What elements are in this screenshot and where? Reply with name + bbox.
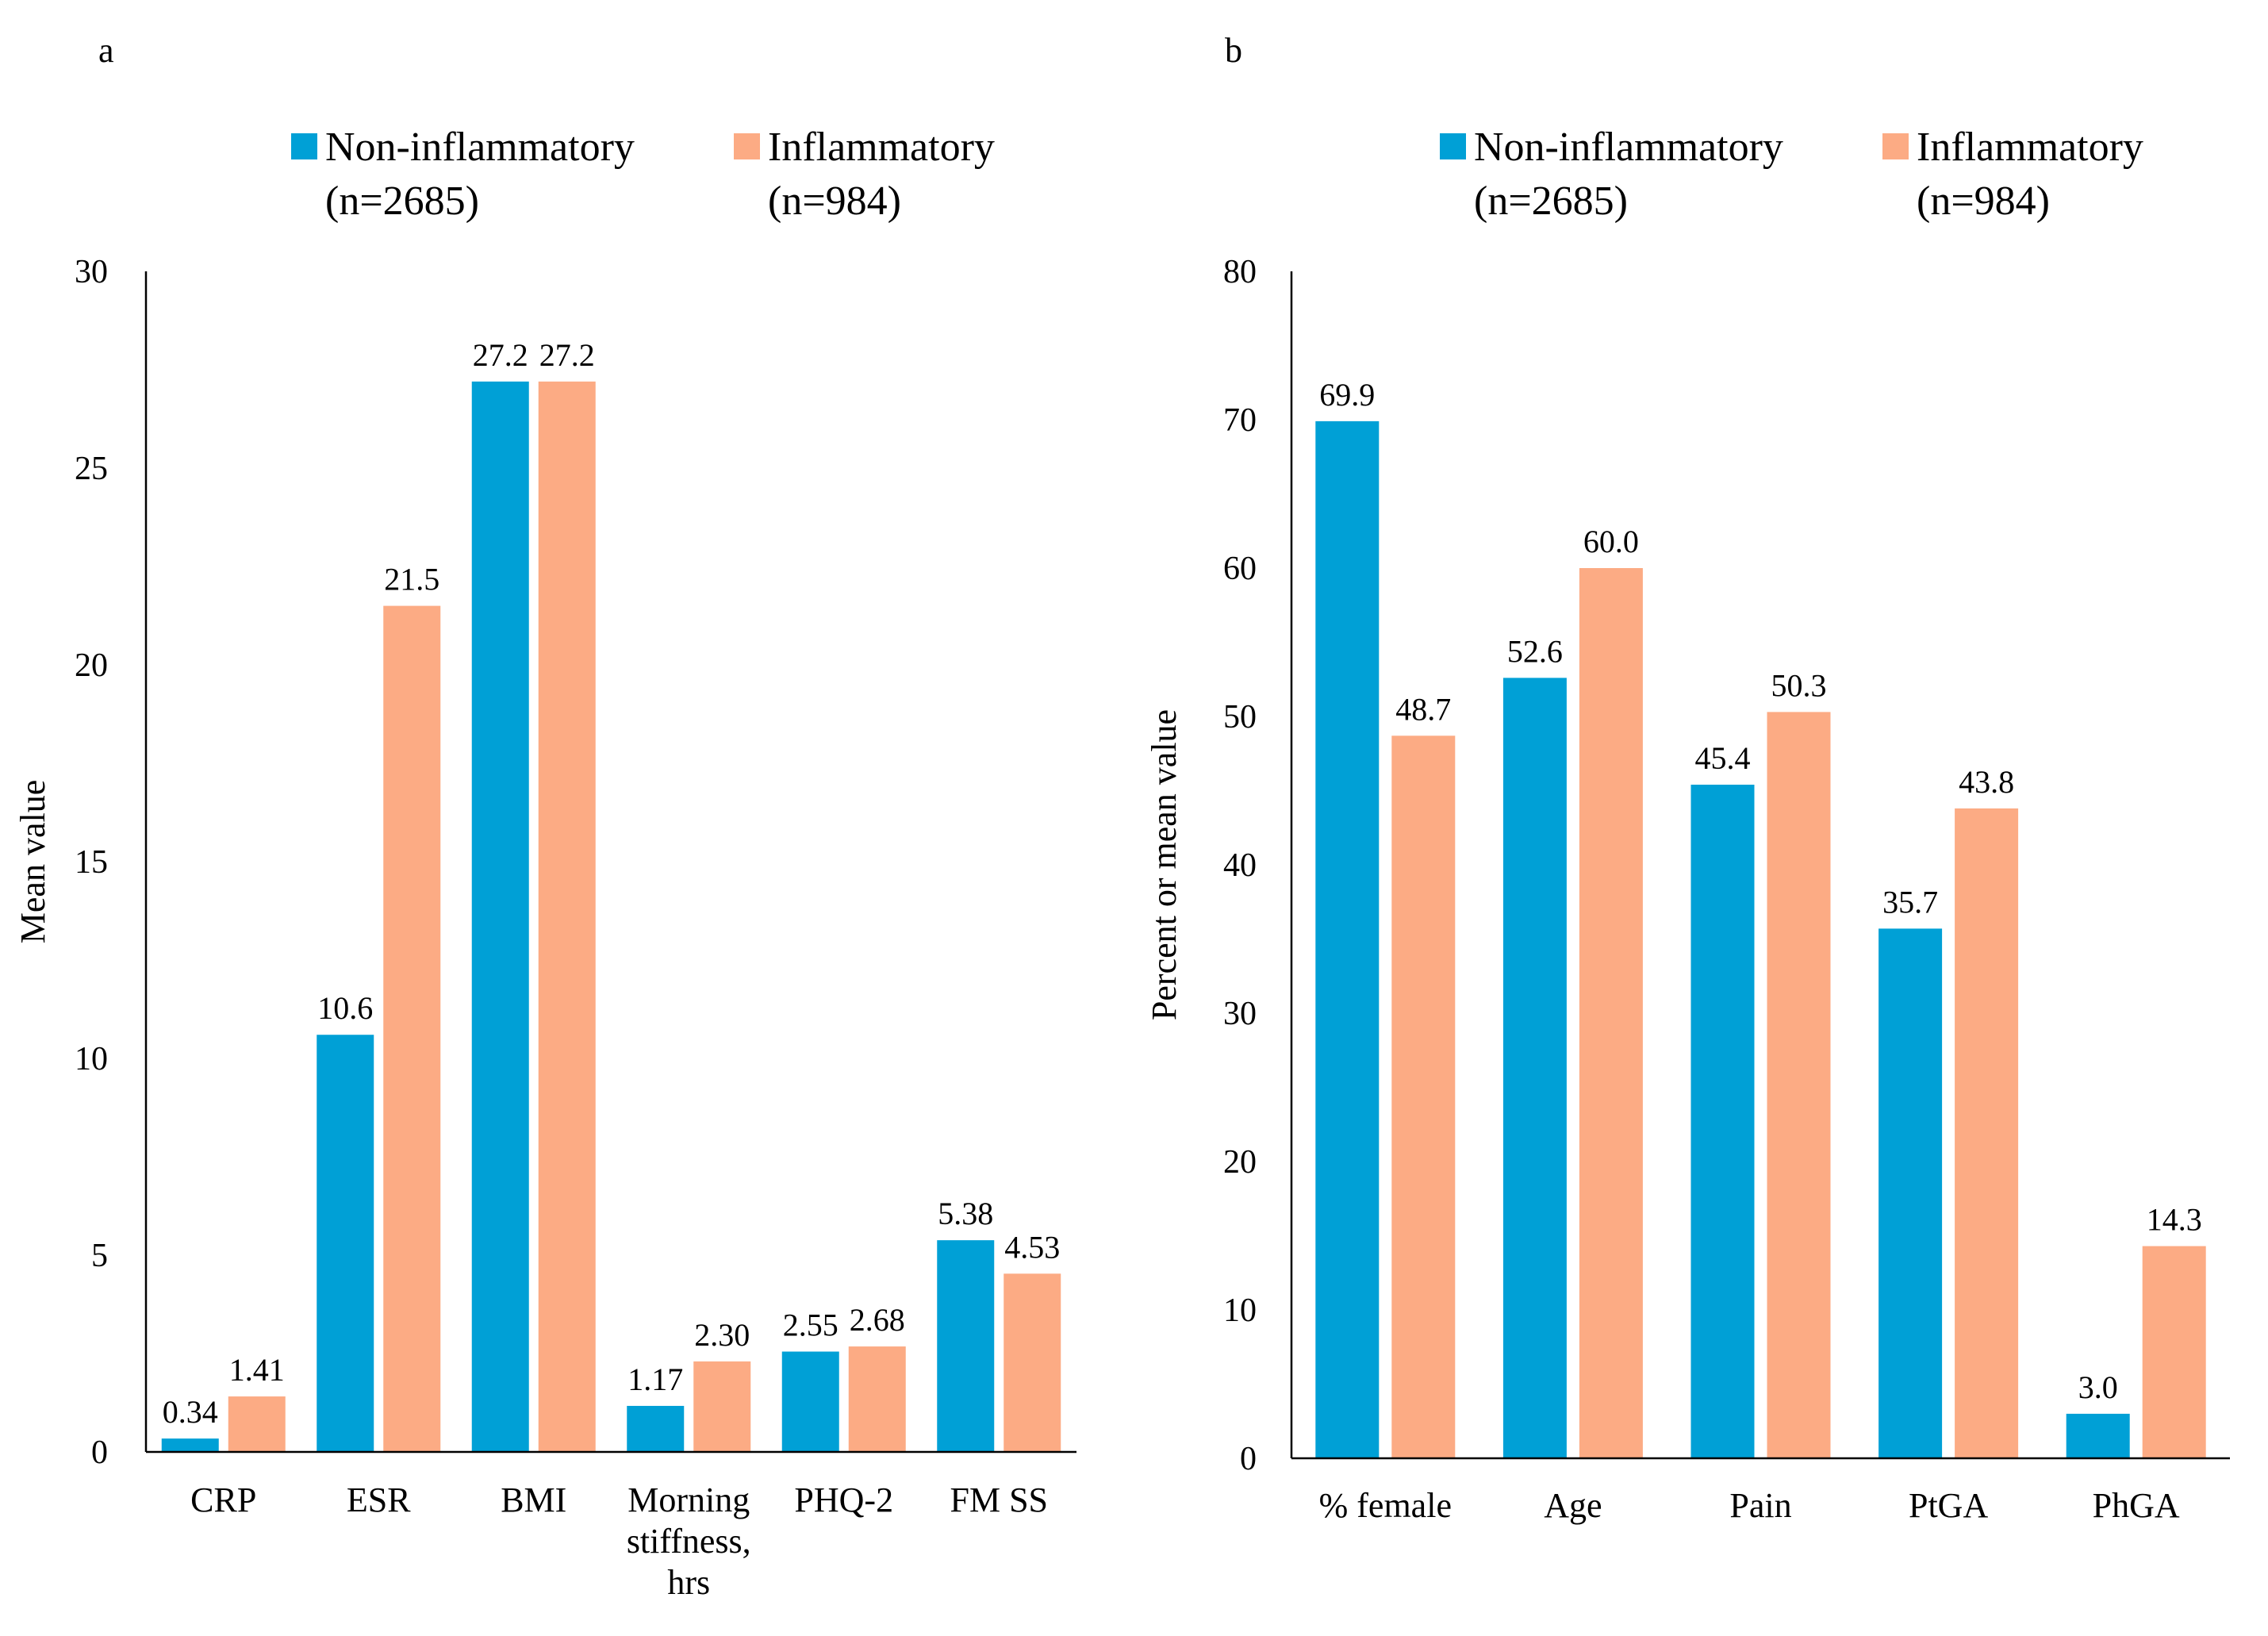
x-category-b-ptga: PtGA <box>1909 1486 1988 1525</box>
legend-label-a-1: Non-inflammatory <box>325 125 635 170</box>
bar-a-phq-2-inflammatory <box>848 1346 906 1452</box>
panel-a-letter: a <box>98 31 114 70</box>
data-label-a-morning-stiffness-hrs-2: 2.30 <box>694 1317 750 1353</box>
bar-a-phq-2-non-inflammatory <box>781 1351 839 1452</box>
x-category-a-crp: CRP <box>190 1480 256 1519</box>
data-label-b-pain-2: 50.3 <box>1771 667 1827 703</box>
y-tick-a-5: 5 <box>91 1238 108 1274</box>
x-category-b-pain: Pain <box>1729 1486 1791 1525</box>
data-label-b-phga-2: 14.3 <box>2147 1202 2202 1238</box>
data-label-a-phq-2-1: 2.55 <box>783 1308 839 1343</box>
legend-sublabel-b-2: (n=984) <box>1917 179 2050 224</box>
bar-a-fm-ss-non-inflammatory <box>937 1240 995 1452</box>
y-tick-b-40: 40 <box>1223 847 1257 884</box>
bar-b-phga-non-inflammatory <box>2066 1413 2130 1458</box>
bar-b-female-inflammatory <box>1391 735 1456 1458</box>
bar-b-ptga-inflammatory <box>1955 808 2019 1458</box>
y-tick-a-30: 30 <box>75 254 108 290</box>
x-category-a-fm-ss: FM SS <box>950 1480 1048 1519</box>
y-tick-a-10: 10 <box>75 1041 108 1077</box>
y-tick-a-25: 25 <box>75 451 108 487</box>
x-category-b-female: % female <box>1319 1486 1452 1525</box>
chart-panel-b: b Non-inflammatory (n=2685) Inflammatory (n… <box>1145 31 2230 1525</box>
legend-swatch-a-2 <box>734 133 760 159</box>
data-label-b-female-2: 48.7 <box>1395 691 1451 727</box>
bar-a-fm-ss-inflammatory <box>1004 1273 1061 1452</box>
y-tick-a-0: 0 <box>91 1434 108 1471</box>
x-category-a-phq-2: PHQ-2 <box>794 1480 893 1519</box>
y-tick-b-70: 70 <box>1223 402 1257 439</box>
y-tick-b-20: 20 <box>1223 1144 1257 1181</box>
bar-b-ptga-non-inflammatory <box>1878 928 1943 1458</box>
data-label-b-ptga-2: 43.8 <box>1959 764 2014 800</box>
bar-a-crp-non-inflammatory <box>161 1438 219 1452</box>
x-category-a-morning-stiffness-hrs-line3: hrs <box>667 1563 710 1602</box>
bar-b-pain-non-inflammatory <box>1690 785 1755 1458</box>
data-label-b-ptga-1: 35.7 <box>1882 884 1938 920</box>
bar-b-phga-inflammatory <box>2142 1246 2206 1458</box>
bar-b-age-inflammatory <box>1579 568 1643 1458</box>
y-tick-a-15: 15 <box>75 844 108 881</box>
bar-a-esr-non-inflammatory <box>317 1035 374 1452</box>
x-category-a-morning-stiffness-hrs: Morning <box>627 1480 750 1519</box>
data-label-b-pain-1: 45.4 <box>1695 740 1751 776</box>
bar-a-morning-stiffness-hrs-inflammatory <box>693 1361 751 1452</box>
bar-a-bmi-non-inflammatory <box>471 381 529 1452</box>
y-tick-b-50: 50 <box>1223 699 1257 735</box>
data-label-b-female-1: 69.9 <box>1319 377 1375 413</box>
bar-a-morning-stiffness-hrs-non-inflammatory <box>627 1405 685 1452</box>
y-tick-a-20: 20 <box>75 647 108 684</box>
data-label-a-fm-ss-2: 4.53 <box>1004 1229 1060 1265</box>
data-label-a-bmi-1: 27.2 <box>473 337 528 373</box>
legend-label-a-2: Inflammatory <box>768 125 995 170</box>
y-axis-label-a: Mean value <box>13 780 52 943</box>
data-label-a-bmi-2: 27.2 <box>539 337 595 373</box>
y-tick-b-30: 30 <box>1223 996 1257 1032</box>
y-tick-b-0: 0 <box>1240 1441 1257 1477</box>
data-label-a-morning-stiffness-hrs-1: 1.17 <box>627 1361 683 1397</box>
bar-a-esr-inflammatory <box>383 605 441 1452</box>
data-label-b-age-1: 52.6 <box>1507 633 1563 669</box>
y-axis-label-b: Percent or mean value <box>1145 709 1184 1020</box>
data-label-a-crp-1: 0.34 <box>163 1394 218 1430</box>
x-category-b-phga: PhGA <box>2093 1486 2180 1525</box>
legend-swatch-b-1 <box>1440 133 1466 159</box>
panel-b-letter: b <box>1225 31 1242 70</box>
data-label-a-esr-1: 10.6 <box>317 990 373 1026</box>
data-label-a-crp-2: 1.41 <box>229 1352 285 1388</box>
legend-sublabel-a-1: (n=2685) <box>325 179 479 224</box>
y-tick-b-10: 10 <box>1223 1292 1257 1329</box>
x-category-b-age: Age <box>1544 1486 1602 1525</box>
x-category-a-bmi: BMI <box>501 1480 566 1519</box>
legend-swatch-a-1 <box>291 133 317 159</box>
chart-panel-a: a Non-inflammatory (n=2685) Inflammatory (n… <box>13 31 1076 1602</box>
legend-swatch-b-2 <box>1882 133 1909 159</box>
x-category-a-esr: ESR <box>347 1480 411 1519</box>
data-label-a-phq-2-2: 2.68 <box>850 1302 905 1338</box>
data-label-b-age-2: 60.0 <box>1583 524 1639 559</box>
legend-sublabel-a-2: (n=984) <box>768 179 901 224</box>
legend-label-b-2: Inflammatory <box>1917 125 2143 170</box>
x-category-a-morning-stiffness-hrs-line2: stiffness, <box>627 1522 751 1561</box>
data-label-b-phga-1: 3.0 <box>2078 1369 2118 1405</box>
bar-b-age-non-inflammatory <box>1502 678 1567 1458</box>
bar-a-crp-inflammatory <box>228 1396 286 1452</box>
legend-label-b-1: Non-inflammatory <box>1474 125 1783 170</box>
y-tick-b-80: 80 <box>1223 254 1257 290</box>
data-label-a-esr-2: 21.5 <box>384 562 439 597</box>
y-tick-b-60: 60 <box>1223 551 1257 587</box>
bar-b-pain-inflammatory <box>1767 712 1831 1458</box>
legend-sublabel-b-1: (n=2685) <box>1474 179 1628 224</box>
bar-a-bmi-inflammatory <box>538 381 596 1452</box>
bar-b-female-non-inflammatory <box>1315 421 1380 1458</box>
data-label-a-fm-ss-1: 5.38 <box>938 1196 993 1231</box>
